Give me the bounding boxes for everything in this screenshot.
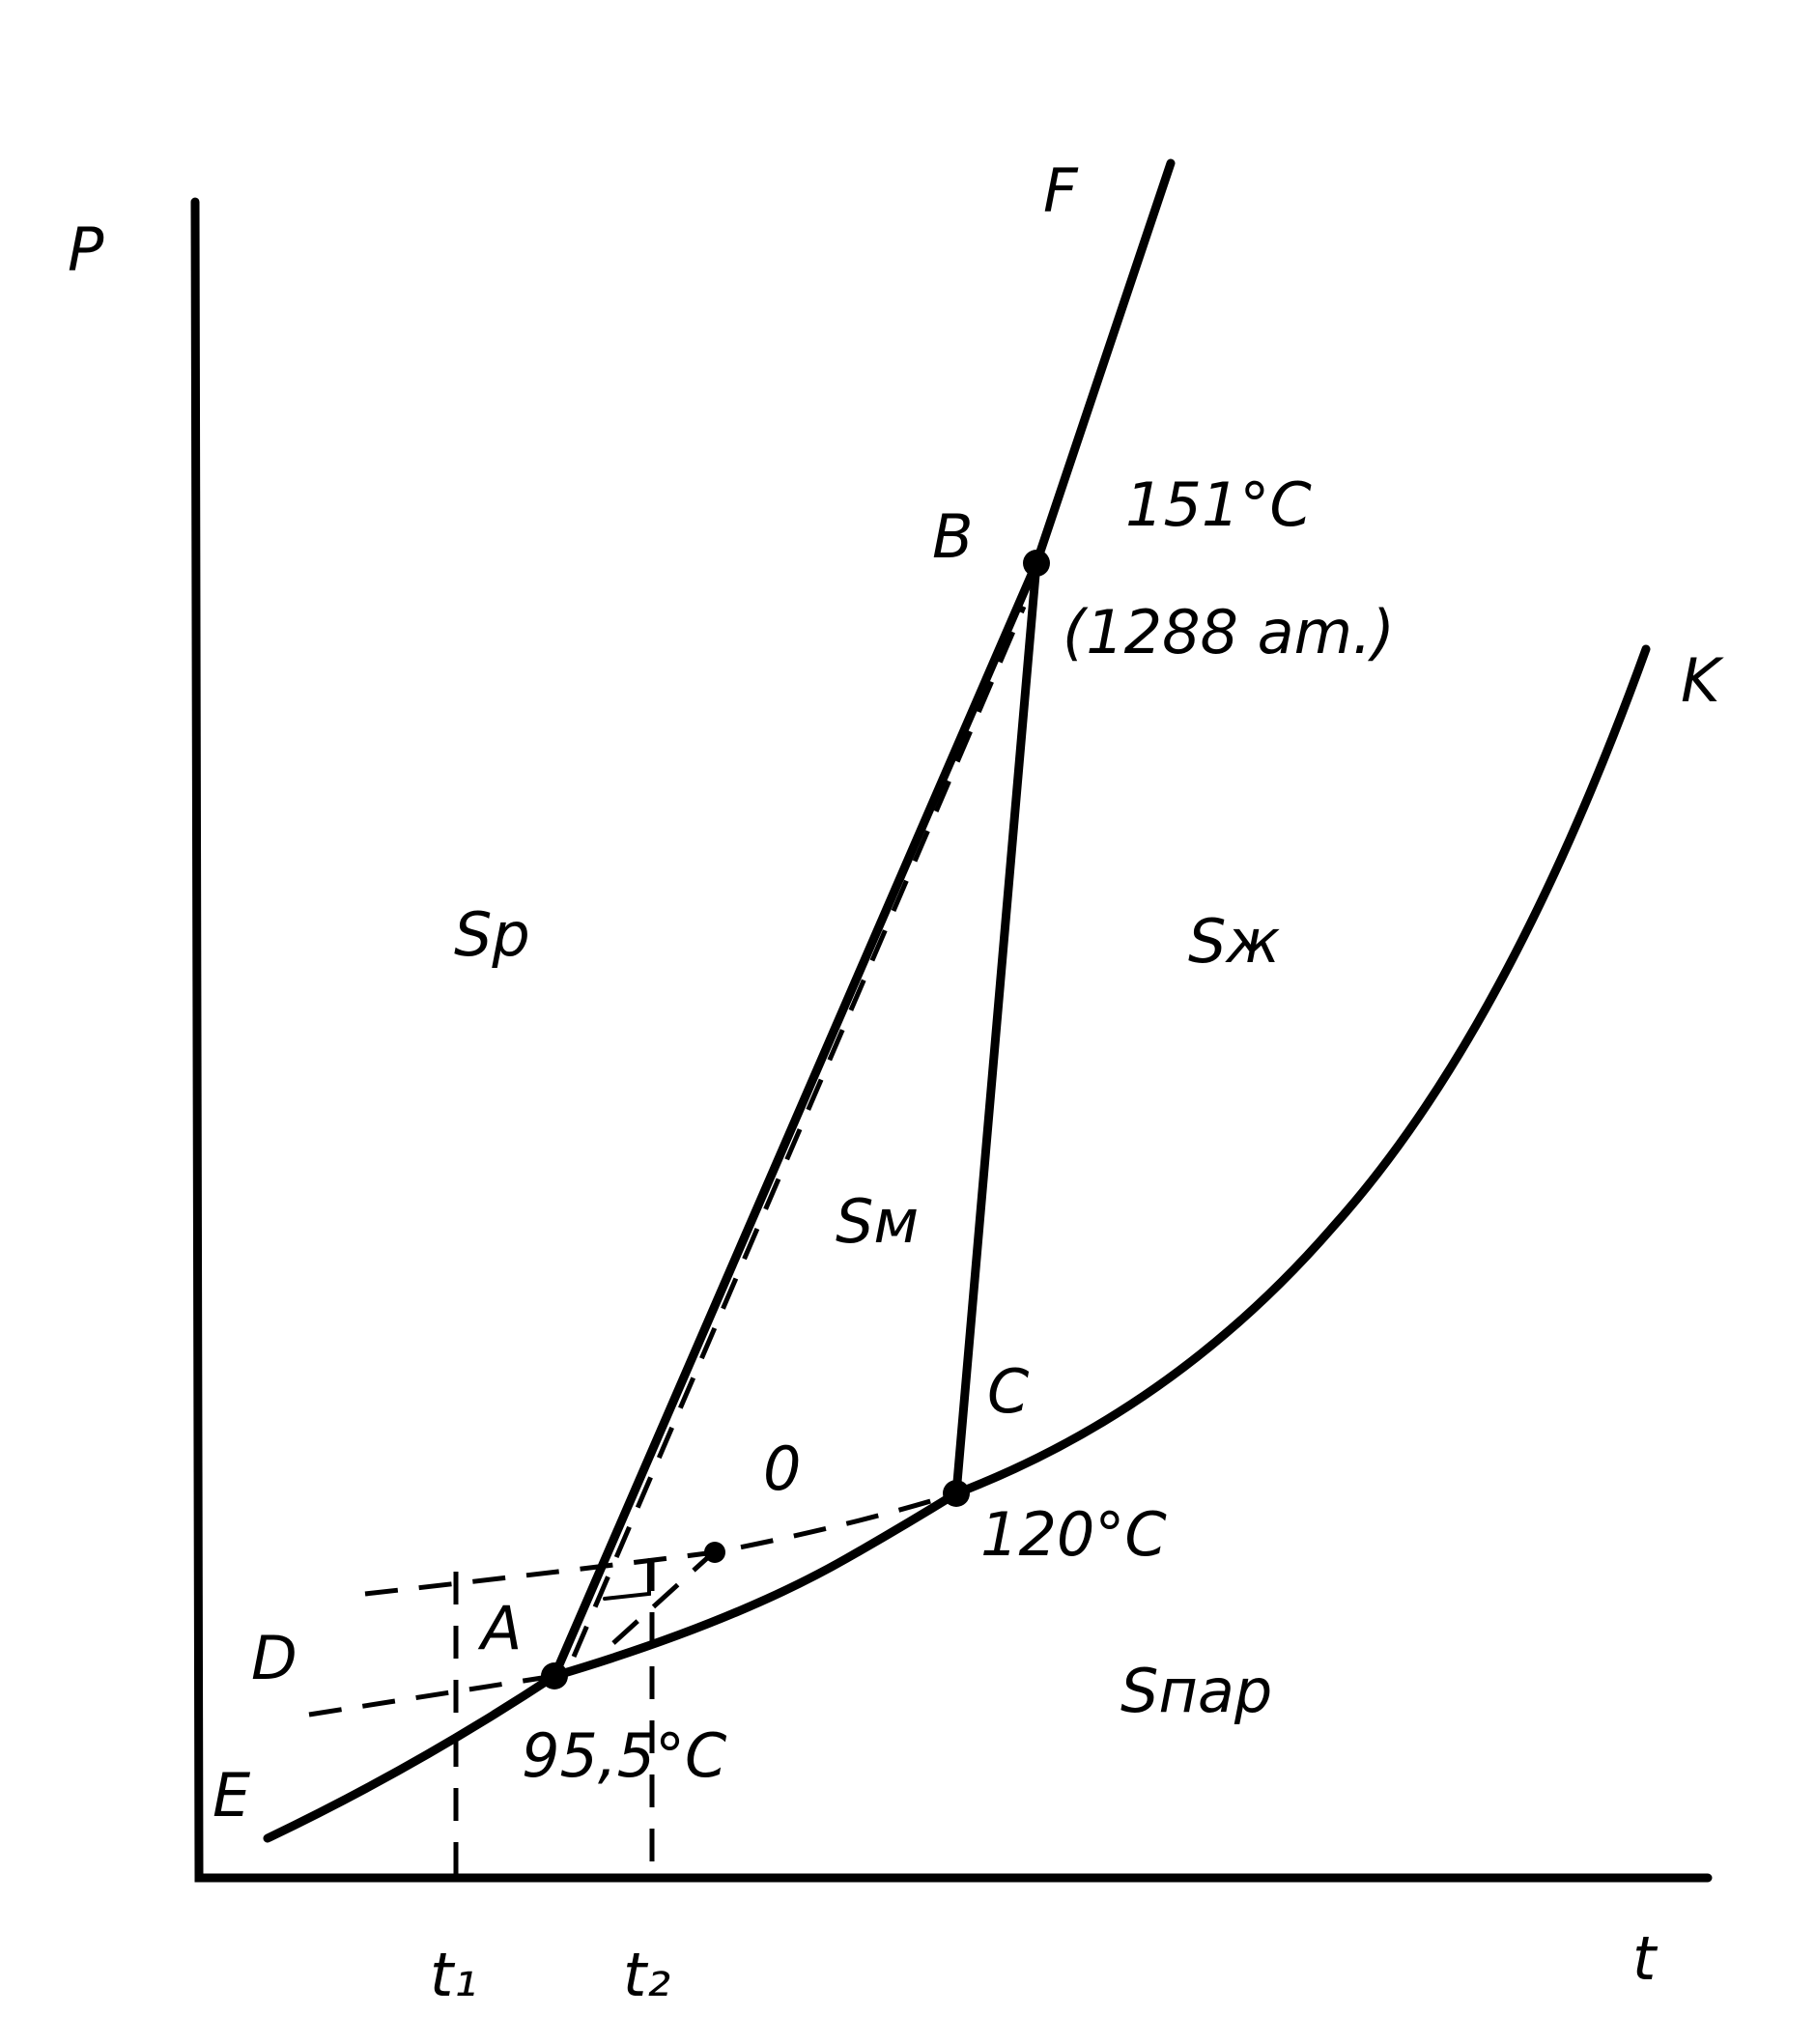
- point-label: D: [251, 1623, 298, 1693]
- point-label: B: [932, 501, 974, 572]
- point-a: [541, 1662, 568, 1689]
- arrow-marker: [603, 1558, 651, 1601]
- x-mark-label: t₁: [430, 1940, 477, 2010]
- y-axis-label: P: [68, 214, 104, 285]
- point-label: A: [477, 1593, 522, 1663]
- annotation: 120°C: [980, 1499, 1167, 1570]
- point-label: C: [987, 1356, 1030, 1427]
- point-label: E: [213, 1760, 251, 1831]
- metastable-ob: [571, 606, 1027, 1658]
- metastable-da: [308, 1673, 555, 1718]
- point-label: F: [1043, 156, 1079, 226]
- curve-ck: [951, 644, 1651, 1498]
- point-label: 0: [763, 1434, 801, 1504]
- curve-ea-ac: [263, 1489, 961, 1843]
- axes: [190, 197, 1713, 1883]
- region-label: Sм: [836, 1186, 919, 1257]
- annotation: 151°C: [1125, 469, 1312, 540]
- annotation: 95,5°C: [522, 1720, 727, 1791]
- point-label: K: [1681, 645, 1724, 716]
- region-label: Sпар: [1120, 1656, 1272, 1726]
- x-mark-label: t₂: [623, 1940, 670, 2010]
- x-axis-label: t: [1632, 1923, 1659, 1994]
- point-o: [704, 1542, 725, 1563]
- point-b: [1023, 550, 1050, 577]
- point-c: [943, 1480, 970, 1507]
- metastable-ao: [611, 1547, 719, 1645]
- curve-bc: [951, 558, 1041, 1498]
- annotation: (1288 am.): [1063, 597, 1395, 667]
- region-label: Sр: [454, 899, 530, 970]
- region-label: Sж: [1188, 906, 1280, 977]
